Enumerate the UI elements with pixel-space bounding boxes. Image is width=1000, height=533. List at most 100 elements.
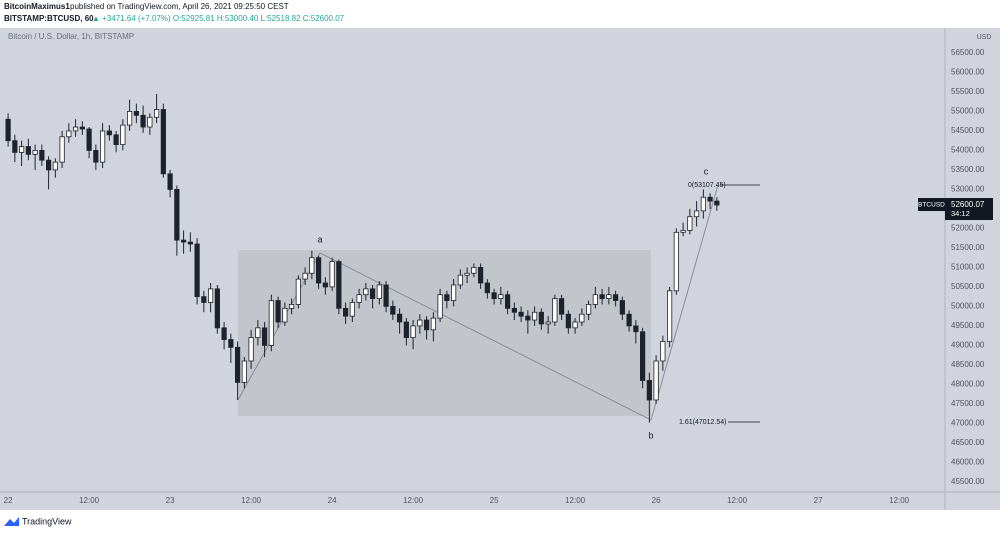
candle-body bbox=[127, 111, 133, 126]
candle-body bbox=[545, 321, 551, 325]
candle-body bbox=[106, 130, 112, 136]
candle-body bbox=[261, 327, 268, 346]
published: published on TradingView.com, April 26, … bbox=[70, 2, 289, 11]
candle-body bbox=[140, 114, 146, 128]
candle-body bbox=[153, 109, 160, 118]
y-tick-label: 49500.00 bbox=[951, 321, 985, 330]
candle-body bbox=[248, 337, 254, 362]
candle-body bbox=[417, 319, 423, 327]
candle-body bbox=[579, 313, 585, 323]
candle-body bbox=[349, 302, 355, 317]
candle-body bbox=[66, 130, 72, 138]
candle-body bbox=[5, 118, 11, 142]
candle-body bbox=[194, 243, 200, 298]
candle-body bbox=[714, 200, 720, 206]
fib-label: 0(53107.45) bbox=[688, 182, 726, 189]
wave-label: b bbox=[648, 430, 653, 440]
candle-body bbox=[79, 126, 85, 130]
candle-body bbox=[255, 327, 261, 338]
candle-body bbox=[234, 346, 241, 383]
y-tick-label: 46000.00 bbox=[951, 457, 985, 466]
y-tick-label: 53500.00 bbox=[951, 165, 985, 174]
candle-body bbox=[667, 290, 673, 342]
candle-body bbox=[423, 319, 430, 331]
x-tick-label: 12:00 bbox=[241, 496, 262, 505]
y-tick-label: 55000.00 bbox=[951, 107, 985, 116]
candle-body bbox=[700, 196, 706, 212]
candle-body bbox=[694, 210, 700, 218]
candle-body bbox=[241, 360, 247, 383]
candle-body bbox=[342, 307, 349, 317]
y-tick-label: 55500.00 bbox=[951, 87, 985, 96]
candle-body bbox=[133, 111, 139, 116]
candle-body bbox=[363, 288, 369, 296]
candle-body bbox=[491, 292, 497, 300]
candle-body bbox=[180, 239, 187, 243]
candle-body bbox=[93, 150, 99, 163]
candle-body bbox=[464, 272, 470, 276]
candle-body bbox=[113, 134, 119, 145]
candle-body bbox=[275, 300, 281, 323]
candle-body bbox=[525, 315, 531, 321]
x-tick-label: 12:00 bbox=[889, 496, 910, 505]
y-tick-label: 47000.00 bbox=[951, 418, 985, 427]
range-box bbox=[238, 250, 651, 416]
candle-body bbox=[633, 325, 639, 333]
x-tick-label: 22 bbox=[4, 496, 13, 505]
candle-body bbox=[660, 341, 666, 362]
candle-body bbox=[673, 231, 679, 292]
price-label-value: 52600.07 bbox=[951, 200, 985, 209]
candle-body bbox=[599, 294, 605, 300]
candle-body bbox=[302, 272, 308, 280]
price-label-symbol: BTCUSD bbox=[918, 202, 945, 209]
candle-body bbox=[471, 267, 477, 274]
candle-body bbox=[504, 294, 511, 309]
candle-body bbox=[201, 296, 207, 303]
brand: TradingView bbox=[22, 516, 72, 526]
candle-body bbox=[707, 196, 713, 202]
candle-body bbox=[613, 294, 619, 301]
price-label-bg bbox=[945, 198, 993, 221]
candle-body bbox=[167, 173, 173, 190]
candle-body bbox=[329, 261, 335, 288]
price-label-countdown: 34:12 bbox=[951, 209, 970, 218]
candle-body bbox=[221, 327, 227, 340]
y-tick-label: 50000.00 bbox=[951, 302, 985, 311]
candle-body bbox=[356, 294, 362, 303]
candle-body bbox=[315, 257, 322, 284]
candle-body bbox=[619, 300, 625, 315]
x-tick-label: 25 bbox=[490, 496, 499, 505]
candle-body bbox=[559, 298, 565, 315]
header-bg bbox=[0, 0, 1000, 28]
y-tick-label: 46500.00 bbox=[951, 438, 985, 447]
candle-body bbox=[228, 339, 234, 348]
y-tick-label: 52000.00 bbox=[951, 224, 985, 233]
symbol: BITSTAMP:BTCUSD, 60 bbox=[4, 14, 94, 23]
x-tick-label: 12:00 bbox=[403, 496, 424, 505]
candle-body bbox=[288, 304, 295, 309]
candle-body bbox=[430, 317, 436, 331]
candle-body bbox=[174, 189, 180, 241]
candle-body bbox=[160, 109, 166, 175]
wave-label: c bbox=[704, 166, 709, 176]
y-unit: USD bbox=[977, 34, 992, 41]
y-tick-label: 45500.00 bbox=[951, 477, 985, 486]
candle-body bbox=[52, 161, 58, 171]
x-tick-label: 23 bbox=[166, 496, 175, 505]
price-label-bg bbox=[918, 198, 945, 212]
x-tick-label: 26 bbox=[652, 496, 661, 505]
candle-body bbox=[640, 331, 646, 381]
candle-body bbox=[457, 274, 463, 286]
candle-body bbox=[39, 150, 45, 161]
candle-body bbox=[572, 321, 578, 329]
candle-body bbox=[207, 288, 214, 303]
candle-body bbox=[626, 313, 632, 327]
candle-body bbox=[653, 360, 659, 401]
candle-body bbox=[484, 282, 490, 294]
candle-body bbox=[214, 288, 220, 329]
candle-body bbox=[477, 267, 484, 284]
logo bbox=[4, 517, 19, 526]
candle-body bbox=[12, 140, 18, 153]
